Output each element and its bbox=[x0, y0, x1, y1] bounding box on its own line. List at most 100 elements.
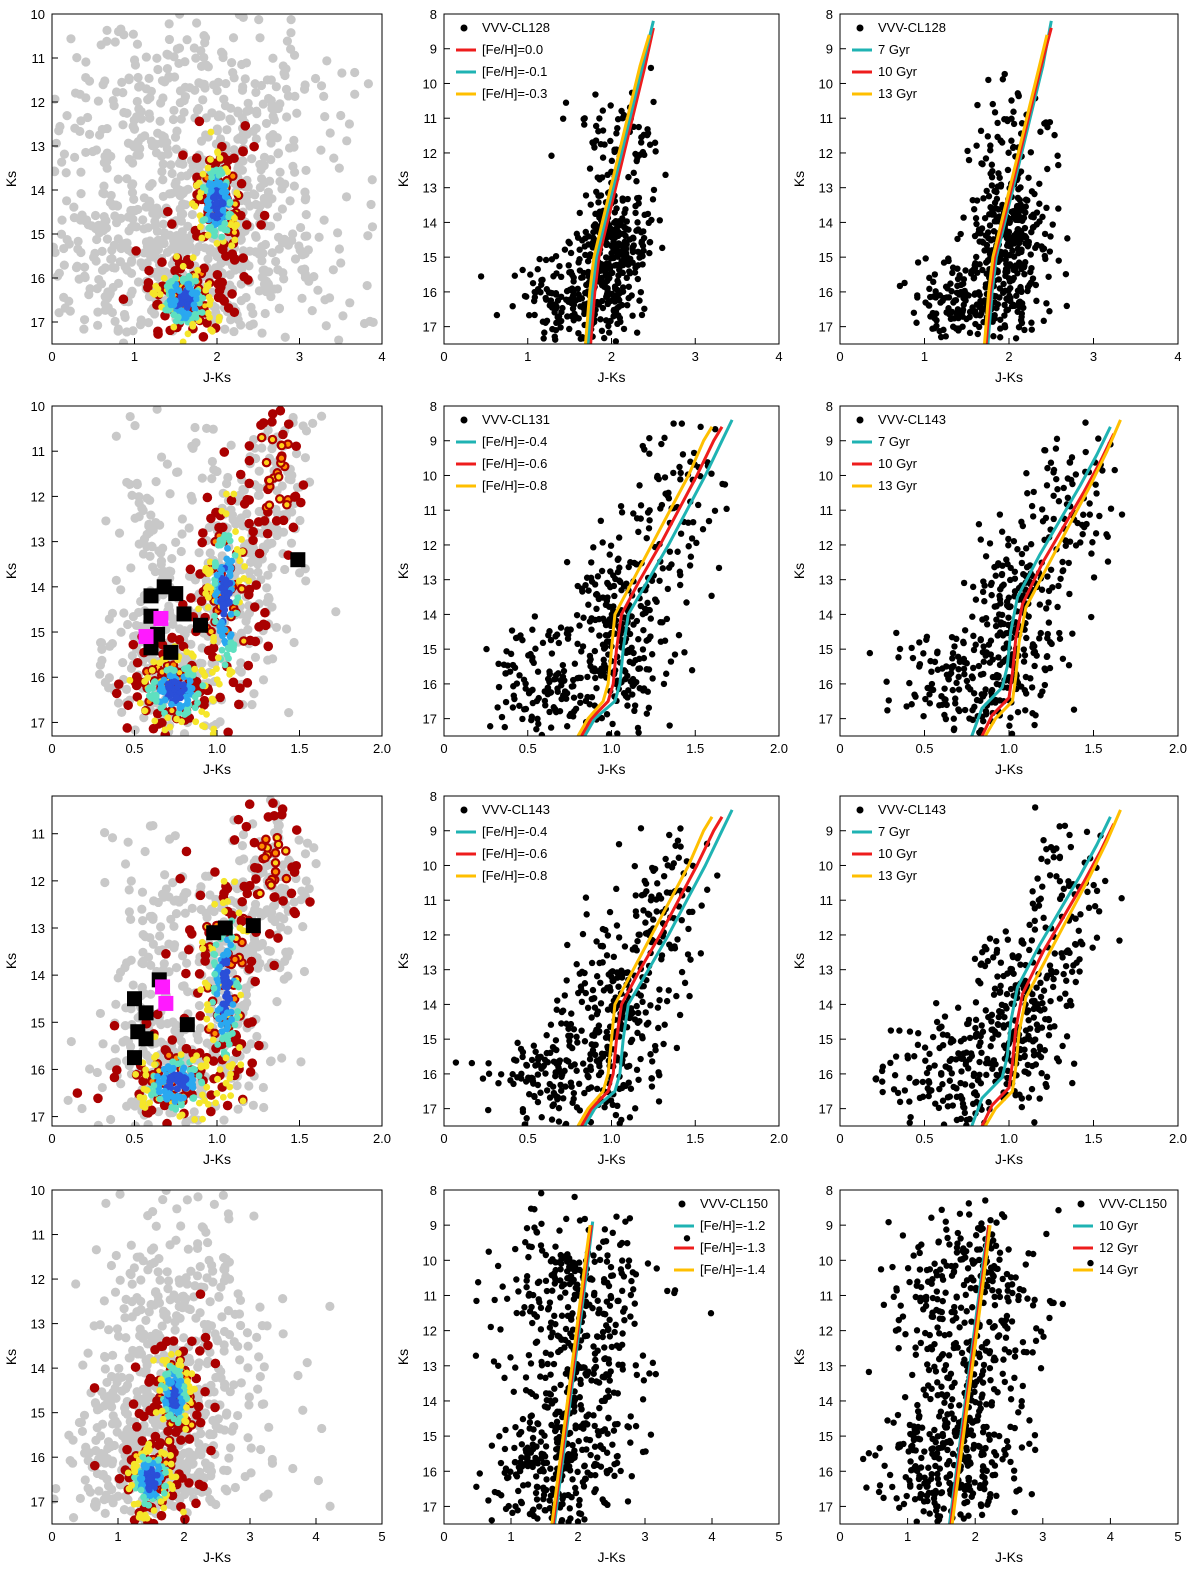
density-point bbox=[192, 290, 200, 298]
star-point bbox=[711, 425, 719, 433]
star-point bbox=[571, 660, 579, 667]
field-star bbox=[118, 87, 128, 98]
density-point bbox=[207, 128, 215, 136]
density-point bbox=[165, 279, 173, 287]
star-point bbox=[903, 703, 910, 710]
field-star bbox=[276, 922, 286, 932]
field-star bbox=[126, 563, 136, 573]
field-star bbox=[182, 246, 192, 256]
member-core bbox=[241, 638, 247, 644]
field-star bbox=[162, 49, 172, 59]
star-point bbox=[623, 258, 631, 265]
field-star bbox=[243, 98, 253, 108]
star-point bbox=[1082, 419, 1089, 426]
member-star bbox=[215, 692, 225, 703]
star-point bbox=[553, 303, 560, 310]
member-core bbox=[278, 455, 285, 461]
star-point bbox=[931, 271, 939, 278]
field-star bbox=[126, 205, 136, 216]
field-star bbox=[127, 651, 137, 661]
star-point bbox=[1038, 586, 1046, 593]
star-point bbox=[614, 116, 622, 123]
star-point bbox=[598, 297, 606, 305]
field-star bbox=[363, 231, 373, 241]
legend-cluster-label: VVV-CL128 bbox=[482, 20, 550, 35]
star-point bbox=[695, 501, 702, 509]
field-star bbox=[263, 570, 273, 580]
star-point bbox=[993, 616, 1000, 623]
star-point bbox=[574, 234, 582, 241]
star-point bbox=[982, 614, 990, 622]
star-point bbox=[916, 639, 923, 646]
star-point bbox=[952, 695, 959, 702]
star-point bbox=[998, 528, 1006, 535]
density-point bbox=[219, 206, 227, 214]
field-star bbox=[297, 265, 307, 275]
star-point bbox=[552, 675, 560, 683]
star-point bbox=[957, 281, 965, 289]
star-point bbox=[906, 679, 913, 687]
field-star bbox=[271, 256, 281, 267]
star-point bbox=[600, 656, 607, 664]
star-point bbox=[1004, 230, 1012, 238]
star-point bbox=[1047, 566, 1055, 573]
star-point bbox=[1066, 590, 1073, 598]
density-point bbox=[226, 572, 234, 580]
field-star bbox=[136, 106, 146, 117]
star-point bbox=[1050, 492, 1057, 499]
field-star bbox=[228, 33, 239, 43]
star-point bbox=[975, 521, 983, 528]
star-point bbox=[883, 678, 890, 685]
density-point bbox=[223, 651, 231, 659]
field-star bbox=[336, 258, 346, 268]
field-star bbox=[95, 660, 106, 670]
density-point bbox=[179, 338, 187, 344]
x-tick-label: 0.5 bbox=[915, 741, 933, 756]
field-star bbox=[282, 112, 292, 122]
star-point bbox=[988, 579, 995, 587]
field-star bbox=[152, 406, 162, 414]
star-point bbox=[1044, 634, 1051, 642]
star-point bbox=[617, 221, 625, 229]
legend-label-2: [Fe/H]=-0.1 bbox=[482, 64, 547, 79]
star-point bbox=[943, 663, 950, 670]
field-star bbox=[267, 563, 277, 573]
star-point bbox=[1014, 216, 1022, 224]
star-point bbox=[926, 700, 934, 707]
density-point bbox=[213, 239, 221, 247]
field-star bbox=[271, 622, 282, 633]
star-point bbox=[955, 666, 962, 673]
field-star bbox=[176, 546, 186, 557]
star-point bbox=[969, 583, 977, 591]
data-layer bbox=[52, 14, 378, 344]
field-star bbox=[116, 213, 126, 224]
field-star bbox=[155, 116, 165, 126]
star-point bbox=[621, 243, 628, 250]
y-tick-label: 10 bbox=[31, 7, 45, 22]
star-point bbox=[952, 297, 960, 304]
star-point bbox=[949, 269, 956, 277]
field-star bbox=[76, 247, 86, 258]
star-point bbox=[1005, 621, 1012, 629]
star-point bbox=[1010, 207, 1017, 215]
field-star bbox=[272, 997, 282, 1007]
field-star bbox=[247, 699, 257, 710]
density-point bbox=[218, 233, 226, 241]
star-point bbox=[972, 596, 980, 603]
star-point bbox=[969, 613, 976, 620]
star-point bbox=[971, 262, 978, 269]
field-star bbox=[188, 160, 198, 171]
star-point bbox=[586, 701, 593, 708]
isochrone-line-3 bbox=[983, 34, 1049, 344]
star-point bbox=[896, 645, 904, 653]
field-star bbox=[252, 1031, 262, 1042]
density-point bbox=[216, 154, 224, 162]
star-point bbox=[929, 325, 936, 332]
density-point bbox=[171, 297, 179, 304]
field-star bbox=[261, 118, 272, 129]
star-point bbox=[661, 434, 668, 442]
field-star bbox=[96, 638, 107, 648]
star-point bbox=[658, 501, 666, 509]
field-star bbox=[222, 479, 232, 489]
star-point bbox=[635, 665, 642, 672]
